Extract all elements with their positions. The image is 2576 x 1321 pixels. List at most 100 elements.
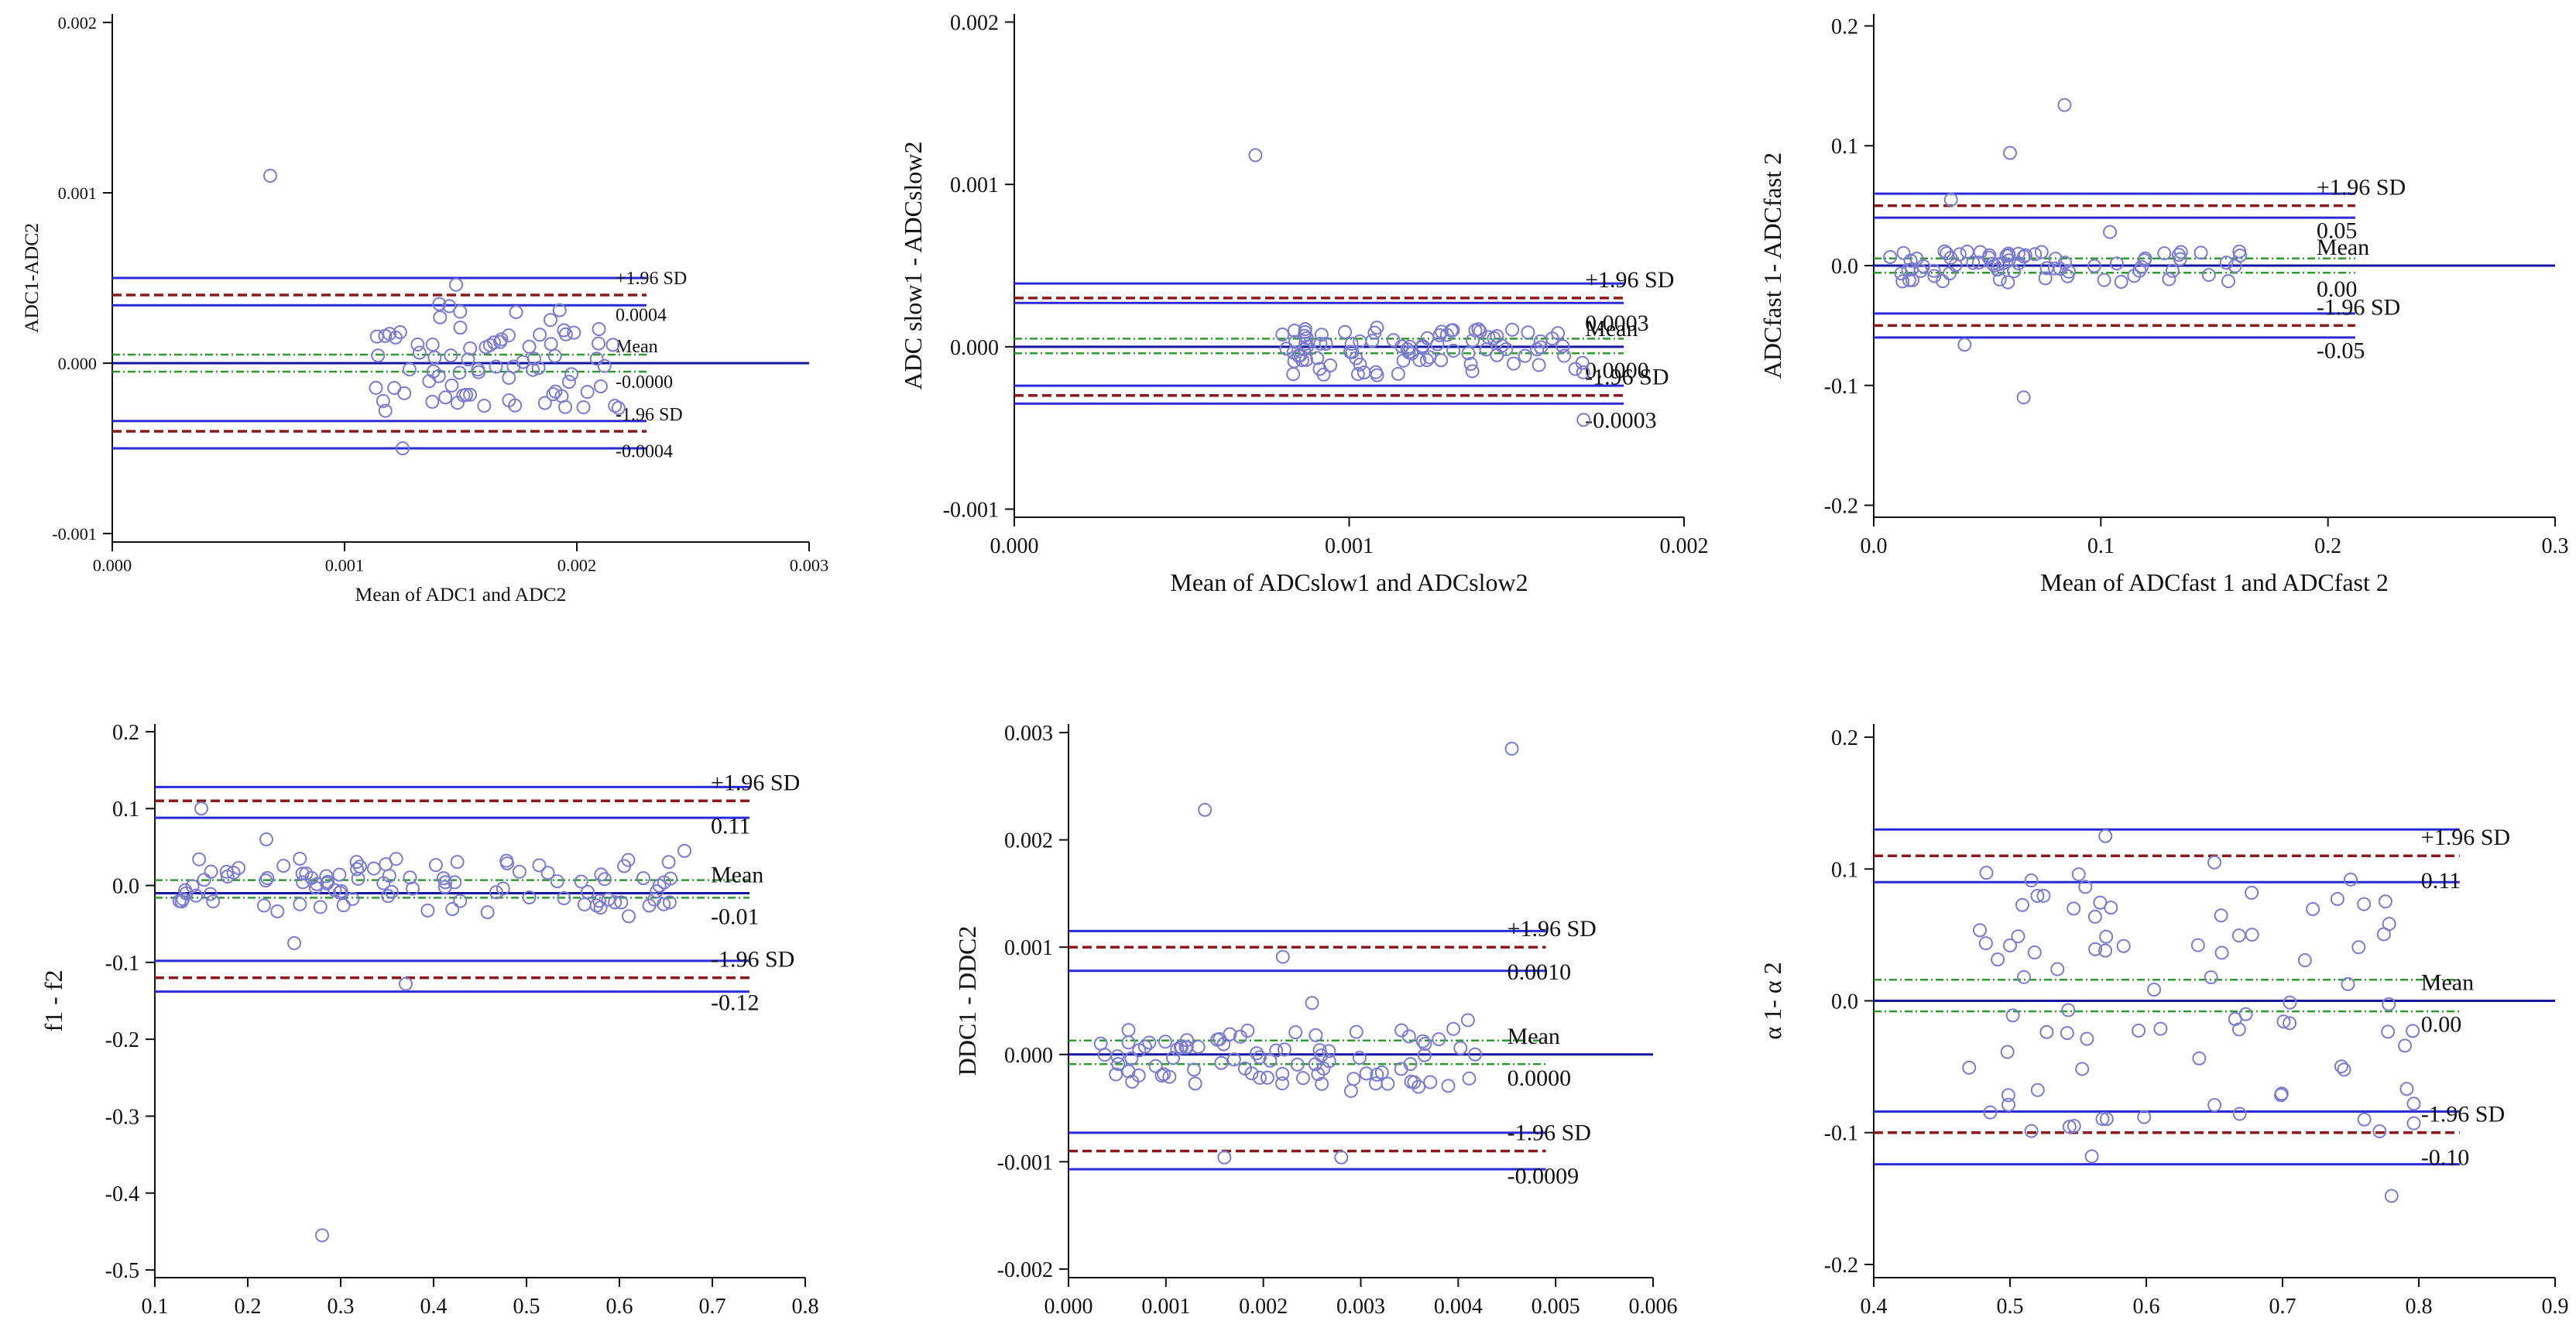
upper-value-label: 0.0003 bbox=[1585, 311, 1648, 336]
y-tick-label: -0.2 bbox=[1824, 495, 1858, 519]
data-point bbox=[1423, 1075, 1438, 1089]
data-point bbox=[544, 313, 558, 328]
upper-sd-label: +1.96 SD bbox=[1585, 267, 1674, 293]
data-point bbox=[293, 851, 307, 866]
x-tick-label: 0.7 bbox=[2269, 1295, 2296, 1319]
data-point bbox=[1365, 334, 1380, 348]
x-tick-label: 0.9 bbox=[2542, 1295, 2569, 1319]
x-tick-label: 0.3 bbox=[328, 1295, 355, 1319]
upper-sd-label: +1.96 SD bbox=[1508, 916, 1597, 942]
data-point bbox=[2087, 909, 2102, 924]
data-point bbox=[581, 884, 595, 899]
data-point bbox=[2406, 1116, 2421, 1131]
data-point bbox=[1314, 1048, 1329, 1063]
data-point bbox=[315, 1228, 329, 1243]
data-point bbox=[617, 859, 632, 873]
data-point bbox=[2078, 880, 2093, 894]
data-point bbox=[2297, 953, 2312, 968]
upper-value-label: 0.11 bbox=[2421, 868, 2461, 894]
data-point bbox=[2137, 1110, 2152, 1124]
data-point bbox=[1323, 358, 1338, 372]
data-point bbox=[1927, 269, 1942, 283]
chart-panel-p5: 0.000 0.001 0.002 0.003 0.004 0.005 0.006 -0.00… bbox=[953, 722, 1678, 1319]
y-tick-label: -0.4 bbox=[105, 1182, 139, 1206]
data-point bbox=[1418, 1037, 1432, 1052]
data-point bbox=[2245, 928, 2259, 942]
data-point bbox=[426, 364, 441, 379]
data-point bbox=[1275, 1076, 1290, 1091]
data-point bbox=[445, 901, 460, 916]
data-point bbox=[425, 394, 440, 409]
data-point bbox=[1487, 331, 1501, 345]
data-point bbox=[192, 852, 207, 866]
data-point bbox=[499, 853, 514, 868]
data-point bbox=[1290, 1057, 1305, 1072]
data-point bbox=[388, 330, 403, 345]
y-tick-label: 0.0 bbox=[112, 875, 139, 899]
data-point bbox=[1381, 1076, 1395, 1091]
data-point bbox=[427, 350, 442, 365]
data-point bbox=[1300, 339, 1315, 354]
data-point bbox=[197, 873, 211, 887]
data-point bbox=[263, 169, 277, 183]
data-point bbox=[1401, 1029, 1416, 1044]
data-point bbox=[2099, 1112, 2114, 1127]
data-point bbox=[661, 855, 676, 870]
data-point bbox=[1187, 1062, 1202, 1077]
x-tick-label: 0.8 bbox=[792, 1295, 819, 1319]
data-point bbox=[486, 335, 501, 350]
data-point bbox=[295, 866, 310, 881]
data-point bbox=[2283, 995, 2297, 1010]
y-tick-label: -0.001 bbox=[997, 1151, 1053, 1175]
data-point bbox=[647, 892, 662, 907]
data-point bbox=[1504, 741, 1519, 756]
data-point bbox=[1463, 356, 1478, 371]
data-point bbox=[1370, 368, 1384, 383]
data-point bbox=[608, 399, 623, 413]
data-point bbox=[1353, 357, 1367, 372]
x-tick-label: 0.001 bbox=[1141, 1295, 1190, 1319]
data-point bbox=[1157, 1067, 1171, 1082]
y-tick-label: 0.003 bbox=[1004, 722, 1053, 746]
data-point bbox=[1250, 1046, 1264, 1061]
data-point bbox=[605, 338, 620, 352]
x-tick-label: 0.2 bbox=[235, 1295, 262, 1319]
data-point bbox=[2103, 225, 2118, 239]
data-point bbox=[471, 362, 485, 377]
data-point bbox=[270, 904, 285, 918]
data-point bbox=[378, 328, 393, 343]
data-point bbox=[496, 881, 510, 896]
data-point bbox=[1263, 1053, 1278, 1068]
data-point bbox=[2406, 1024, 2420, 1038]
data-point bbox=[399, 976, 413, 991]
x-tick-label: 0.5 bbox=[1997, 1295, 2024, 1319]
chart-panel-p3: 0.0 0.1 0.2 0.3 -0.2 -0.1 0.0 0.1 0.2 Mean of ADC… bbox=[1758, 14, 2569, 596]
data-point bbox=[1279, 341, 1294, 356]
data-point bbox=[402, 362, 417, 377]
data-point bbox=[1465, 364, 1480, 379]
data-point bbox=[1943, 192, 1958, 207]
data-point bbox=[1188, 1076, 1202, 1091]
data-point bbox=[259, 832, 273, 846]
data-point bbox=[1419, 353, 1434, 368]
data-point bbox=[194, 801, 208, 816]
data-point bbox=[1269, 1043, 1284, 1058]
data-point bbox=[1883, 249, 1898, 264]
upper-sd-label: +1.96 SD bbox=[2317, 175, 2406, 201]
data-point bbox=[1979, 866, 1994, 880]
data-point bbox=[2027, 945, 2042, 960]
data-point bbox=[1124, 1051, 1139, 1065]
data-point bbox=[397, 386, 412, 400]
data-point bbox=[547, 348, 562, 363]
data-point bbox=[2173, 252, 2187, 266]
data-point bbox=[461, 352, 475, 367]
y-tick-label: 0.0 bbox=[1831, 990, 1858, 1014]
x-tick-label: 0.000 bbox=[93, 556, 132, 575]
data-point bbox=[1297, 328, 1312, 343]
data-point bbox=[532, 858, 547, 873]
data-point bbox=[2095, 1112, 2110, 1127]
data-point bbox=[576, 400, 591, 414]
data-point bbox=[1125, 1074, 1140, 1089]
data-point bbox=[614, 895, 629, 910]
data-point bbox=[650, 884, 664, 899]
